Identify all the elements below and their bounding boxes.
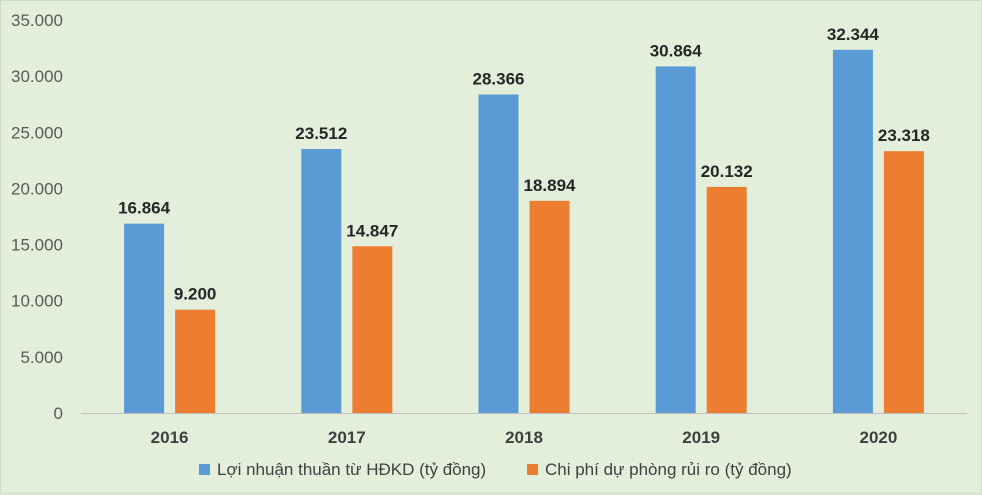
data-label: 32.344 bbox=[827, 25, 880, 44]
bar-series-2-2019 bbox=[706, 186, 747, 413]
legend-label: Lợi nhuận thuần từ HĐKD (tỷ đồng) bbox=[217, 460, 486, 479]
bar-series-2-2018 bbox=[529, 200, 570, 413]
data-label: 28.366 bbox=[473, 69, 525, 88]
x-category-label: 2018 bbox=[505, 428, 543, 447]
legend-swatch-series-1 bbox=[199, 464, 210, 475]
bar-series-1-2019 bbox=[655, 66, 696, 413]
bar-series-1-2018 bbox=[478, 94, 519, 413]
y-tick-label: 15.000 bbox=[11, 236, 63, 255]
bar-series-1-2020 bbox=[832, 49, 873, 413]
data-label: 14.847 bbox=[346, 221, 398, 240]
legend-label: Chi phí dự phòng rủi ro (tỷ đồng) bbox=[545, 460, 792, 479]
x-category-label: 2019 bbox=[682, 428, 720, 447]
bar-series-2-2020 bbox=[883, 151, 924, 413]
data-label: 20.132 bbox=[701, 162, 753, 181]
y-tick-label: 10.000 bbox=[11, 292, 63, 311]
bar-series-1-2017 bbox=[301, 148, 342, 413]
data-label: 23.512 bbox=[295, 124, 347, 143]
data-label: 18.894 bbox=[524, 176, 577, 195]
data-label: 30.864 bbox=[650, 41, 703, 60]
data-label: 9.200 bbox=[174, 285, 217, 304]
y-tick-label: 5.000 bbox=[20, 348, 63, 367]
y-tick-label: 25.000 bbox=[11, 123, 63, 142]
x-category-label: 2020 bbox=[859, 428, 897, 447]
y-tick-label: 30.000 bbox=[11, 67, 63, 86]
y-tick-label: 20.000 bbox=[11, 179, 63, 198]
bar-series-1-2016 bbox=[124, 223, 165, 413]
y-tick-label: 0 bbox=[54, 404, 63, 423]
data-label: 23.318 bbox=[878, 126, 930, 145]
legend-swatch-series-2 bbox=[527, 464, 538, 475]
x-category-label: 2016 bbox=[151, 428, 189, 447]
data-label: 16.864 bbox=[118, 199, 171, 218]
bar-series-2-2017 bbox=[352, 246, 393, 413]
bar-series-2-2016 bbox=[175, 309, 216, 413]
x-category-label: 2017 bbox=[328, 428, 366, 447]
y-tick-label: 35.000 bbox=[11, 11, 63, 30]
